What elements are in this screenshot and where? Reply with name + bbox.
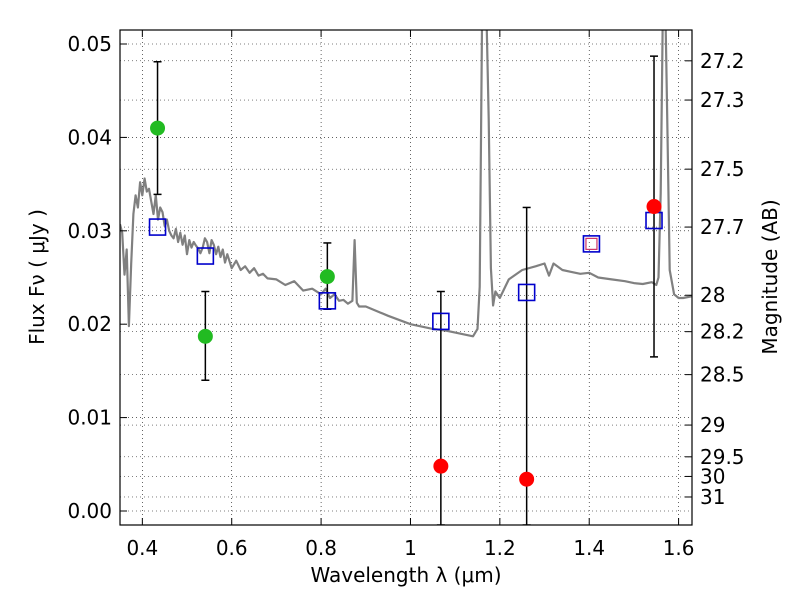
mag-tick-label: 27.7: [700, 215, 745, 239]
non-detection-point: [519, 471, 535, 487]
y-tick-label: 0.02: [67, 312, 112, 336]
model-flux-square: [148, 218, 167, 236]
mag-tick-label: 28.2: [700, 320, 745, 344]
model-flux-square: [517, 283, 536, 302]
x-tick-label: 0.4: [126, 536, 158, 560]
x-tick-label: 1: [404, 536, 417, 560]
axis-ticks: 0.4 0.6 0.8 1 1.2 1.4 1.6 0.00 0.01 0.02 0.03 0.04 0…: [67, 30, 745, 560]
error-bars: [153, 55, 659, 525]
x-tick-label: 1.4: [573, 536, 605, 560]
y-axis-label: Flux Fν ( μJy ): [25, 209, 49, 345]
detection-point: [197, 328, 213, 344]
sed-line: [120, 30, 692, 338]
detection-point: [319, 269, 335, 285]
x-tick-label: 0.8: [305, 536, 337, 560]
x-axis-label: Wavelength λ (μm): [310, 563, 501, 587]
plot-frame: [119, 29, 693, 526]
y-tick-label: 0.00: [67, 499, 112, 523]
non-detection-point: [646, 199, 662, 215]
x-tick-label: 0.6: [216, 536, 248, 560]
grid-lines: [120, 30, 692, 525]
y-tick-label: 0.04: [67, 125, 112, 149]
mag-tick-label: 27.3: [700, 88, 745, 112]
non-detection-point: [433, 458, 449, 474]
mag-tick-label: 27.2: [700, 49, 745, 73]
model-flux-square: [432, 312, 450, 331]
model-flux-square: [582, 235, 601, 253]
y-tick-label: 0.01: [67, 406, 112, 430]
mag-tick-label: 30: [700, 464, 725, 488]
y-axis-right-label: Magnitude (AB): [758, 199, 782, 354]
mag-tick-label: 29: [700, 413, 725, 437]
model-flux-square: [196, 247, 215, 265]
mag-tick-label: 28.5: [700, 363, 745, 387]
mag-tick-label: 27.5: [700, 157, 745, 181]
mag-tick-label: 31: [700, 485, 725, 509]
photometry-markers: [148, 120, 663, 487]
y-tick-label: 0.03: [67, 219, 112, 243]
model-flux-square-alt: [585, 237, 598, 250]
mag-tick-label: 29.5: [700, 445, 745, 469]
x-tick-label: 1.6: [663, 536, 695, 560]
model-flux-square: [318, 292, 337, 310]
sed-model-curve: [120, 30, 692, 338]
x-tick-label: 1.2: [484, 536, 516, 560]
mag-tick-label: 28: [700, 283, 725, 307]
detection-point: [150, 120, 166, 136]
y-tick-label: 0.05: [67, 32, 112, 56]
